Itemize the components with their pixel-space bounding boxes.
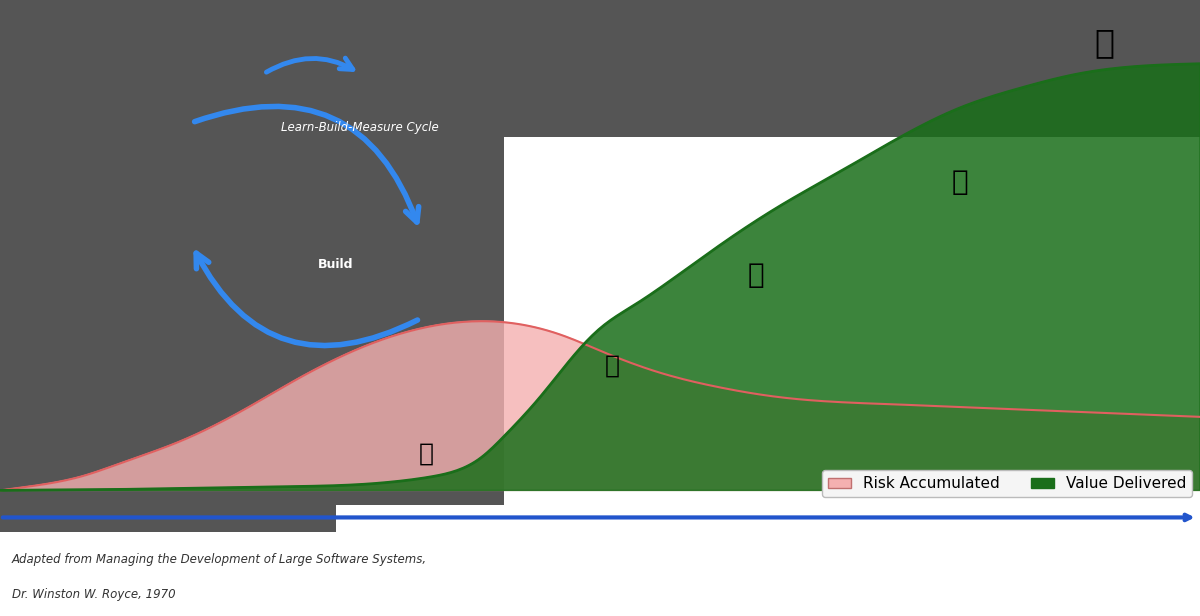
Text: 🚲: 🚲 (748, 261, 764, 290)
Text: 🏍: 🏍 (952, 168, 968, 196)
Text: 🛹: 🛹 (419, 442, 433, 466)
Legend: Risk Accumulated, Value Delivered: Risk Accumulated, Value Delivered (822, 470, 1193, 498)
Bar (0, 503, 336, 532)
Bar (0, 0, 504, 505)
Text: Dr. Winston W. Royce, 1970: Dr. Winston W. Royce, 1970 (12, 588, 175, 601)
Text: Build: Build (318, 258, 354, 271)
Bar (504, 0, 1200, 137)
Text: 🚗: 🚗 (1094, 26, 1114, 59)
Text: 🛴: 🛴 (605, 354, 619, 378)
Text: Adapted from Managing the Development of Large Software Systems,: Adapted from Managing the Development of… (12, 553, 427, 567)
Text: Learn-Build-Measure Cycle: Learn-Build-Measure Cycle (281, 121, 439, 134)
